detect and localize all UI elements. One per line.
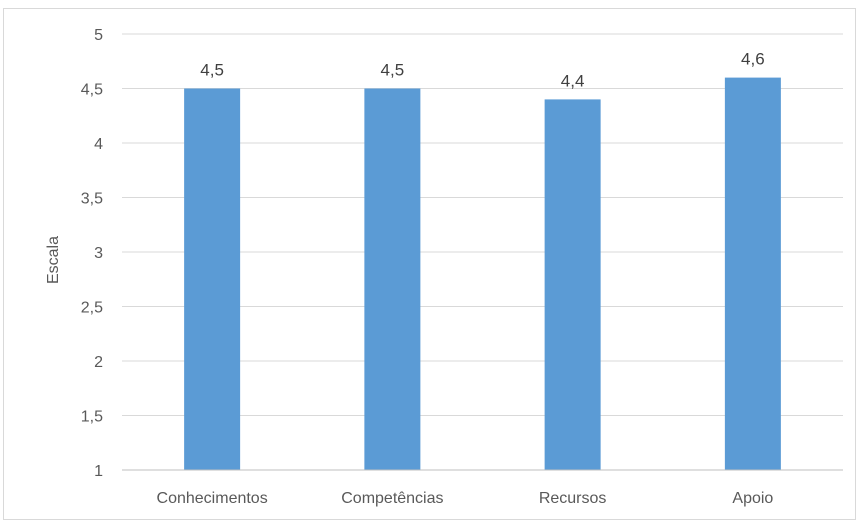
y-tick-label: 3,5 [81,191,103,208]
x-axis-tick-labels: Conhecimentos Competências Recursos Apoio [157,490,774,507]
chart-frame [3,8,856,520]
x-tick-label: Recursos [539,490,607,507]
y-tick-label: 1 [94,463,103,480]
y-axis-tick-labels: 1 1,5 2 2,5 3 3,5 4 4,5 5 [81,27,103,480]
y-tick-label: 2,5 [81,300,103,317]
y-tick-label: 4,5 [81,82,103,99]
y-axis-title: Escala [45,236,62,284]
x-tick-label: Conhecimentos [157,490,268,507]
data-label: 4,5 [200,61,224,80]
bar [724,77,781,470]
y-tick-label: 4 [94,136,103,153]
data-label: 4,4 [561,71,585,90]
y-tick-label: 2 [94,354,103,371]
bar [184,88,241,470]
data-labels: 4,5 4,5 4,4 4,6 [200,50,764,91]
y-tick-label: 3 [94,245,103,262]
bars [184,77,781,471]
data-label: 4,6 [741,50,765,69]
bar [544,99,601,471]
y-tick-label: 5 [94,27,103,44]
y-tick-label: 1,5 [81,409,103,426]
x-tick-label: Apoio [732,490,773,507]
data-label: 4,5 [381,61,405,80]
gridlines [122,33,843,416]
x-tick-label: Competências [341,490,443,507]
bar [364,88,421,470]
